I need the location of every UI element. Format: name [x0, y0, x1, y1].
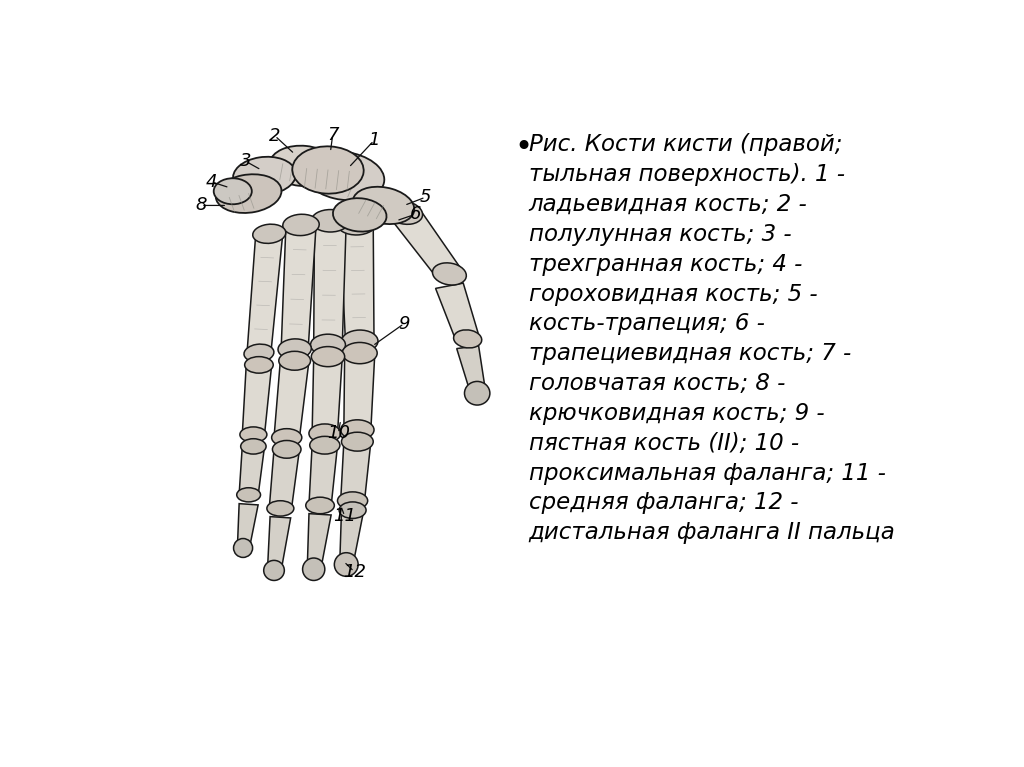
Polygon shape — [341, 441, 371, 502]
Ellipse shape — [253, 224, 286, 243]
Polygon shape — [243, 364, 271, 435]
Text: 3: 3 — [240, 152, 251, 170]
Ellipse shape — [338, 492, 368, 509]
Ellipse shape — [245, 357, 273, 374]
Ellipse shape — [334, 553, 358, 576]
Ellipse shape — [310, 334, 345, 355]
Text: 4: 4 — [206, 173, 217, 191]
Polygon shape — [269, 449, 299, 509]
Polygon shape — [313, 221, 346, 345]
Text: 12: 12 — [343, 563, 366, 581]
Ellipse shape — [264, 561, 285, 581]
Ellipse shape — [311, 347, 345, 367]
Text: 2: 2 — [269, 127, 281, 145]
Polygon shape — [282, 225, 316, 349]
Polygon shape — [390, 207, 461, 278]
Polygon shape — [267, 517, 291, 566]
Ellipse shape — [292, 146, 364, 193]
Polygon shape — [435, 283, 479, 341]
Ellipse shape — [303, 558, 325, 581]
Polygon shape — [309, 445, 338, 506]
Text: 11: 11 — [333, 507, 356, 525]
Polygon shape — [457, 346, 485, 390]
Ellipse shape — [279, 351, 310, 370]
Text: 7: 7 — [327, 126, 339, 143]
Ellipse shape — [306, 497, 334, 514]
Ellipse shape — [237, 488, 260, 502]
Polygon shape — [340, 223, 374, 341]
Ellipse shape — [269, 146, 336, 186]
Ellipse shape — [303, 152, 384, 200]
Ellipse shape — [216, 174, 282, 213]
Ellipse shape — [454, 330, 481, 348]
Polygon shape — [307, 514, 331, 565]
Ellipse shape — [244, 344, 273, 362]
Ellipse shape — [342, 342, 377, 364]
Ellipse shape — [353, 187, 415, 224]
Ellipse shape — [341, 330, 378, 353]
Ellipse shape — [465, 381, 489, 405]
Polygon shape — [240, 446, 264, 495]
Polygon shape — [312, 357, 342, 433]
Ellipse shape — [279, 339, 311, 359]
Ellipse shape — [214, 178, 252, 204]
Polygon shape — [274, 360, 309, 438]
Text: Рис. Кости кисти (правой;
тыльная поверхность). 1 -
ладьевидная кость; 2 -
полул: Рис. Кости кисти (правой; тыльная поверх… — [528, 133, 896, 545]
Ellipse shape — [233, 538, 253, 558]
Polygon shape — [344, 353, 375, 430]
Ellipse shape — [341, 433, 373, 451]
Ellipse shape — [432, 263, 466, 285]
Ellipse shape — [233, 156, 296, 195]
Text: 1: 1 — [369, 131, 380, 150]
Ellipse shape — [309, 436, 340, 454]
Ellipse shape — [241, 439, 266, 454]
Ellipse shape — [267, 501, 294, 516]
Ellipse shape — [309, 424, 341, 443]
Text: 8: 8 — [196, 196, 207, 215]
Ellipse shape — [271, 429, 302, 446]
Ellipse shape — [339, 502, 367, 518]
Text: •: • — [514, 133, 532, 163]
Ellipse shape — [333, 198, 386, 232]
Ellipse shape — [337, 212, 377, 235]
Polygon shape — [340, 509, 364, 559]
Text: 9: 9 — [398, 314, 410, 333]
Text: 5: 5 — [420, 188, 431, 206]
Ellipse shape — [240, 427, 267, 443]
Ellipse shape — [386, 201, 423, 224]
Polygon shape — [247, 233, 283, 354]
Ellipse shape — [283, 214, 319, 235]
Ellipse shape — [341, 420, 374, 440]
Ellipse shape — [272, 440, 301, 458]
Polygon shape — [238, 504, 258, 545]
Text: 6: 6 — [410, 206, 421, 223]
Text: 10: 10 — [327, 424, 350, 443]
Ellipse shape — [311, 209, 349, 232]
